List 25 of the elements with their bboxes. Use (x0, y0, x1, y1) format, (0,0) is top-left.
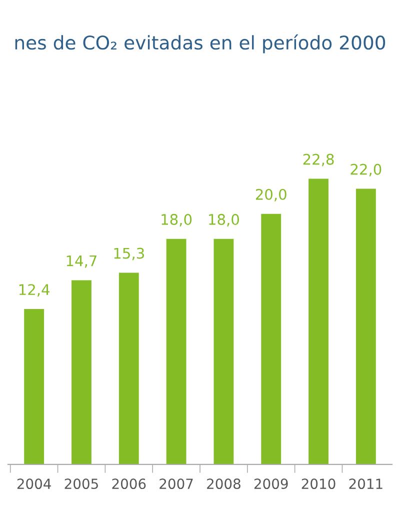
data-label: 22,8 (303, 154, 334, 166)
data-label: 15,3 (114, 248, 144, 260)
bar (166, 238, 186, 464)
chart-title: nes de CO₂ evitadas en el período 2000 (15, 34, 386, 54)
bar (308, 178, 328, 464)
bar (261, 214, 282, 464)
bar (118, 272, 139, 464)
bar (24, 309, 44, 464)
x-tick-label: 2007 (160, 478, 193, 490)
data-label: 22,0 (350, 164, 382, 176)
x-tick-label: 2006 (112, 478, 146, 490)
bar (72, 280, 92, 464)
bar (214, 238, 234, 464)
x-tick-label: 2004 (17, 478, 51, 490)
data-label: 20,0 (256, 188, 286, 202)
x-tick-label: 2011 (349, 478, 382, 490)
x-tick-label: 2008 (207, 478, 240, 490)
x-tick-label: 2009 (254, 478, 288, 490)
data-label: 14,7 (66, 255, 96, 268)
data-label: 18,0 (209, 214, 239, 226)
data-label: 12,4 (19, 284, 50, 297)
data-label: 18,0 (162, 214, 192, 226)
x-tick-label: 2005 (64, 478, 98, 490)
x-tick-label: 2010 (302, 478, 336, 490)
bar (356, 188, 376, 464)
